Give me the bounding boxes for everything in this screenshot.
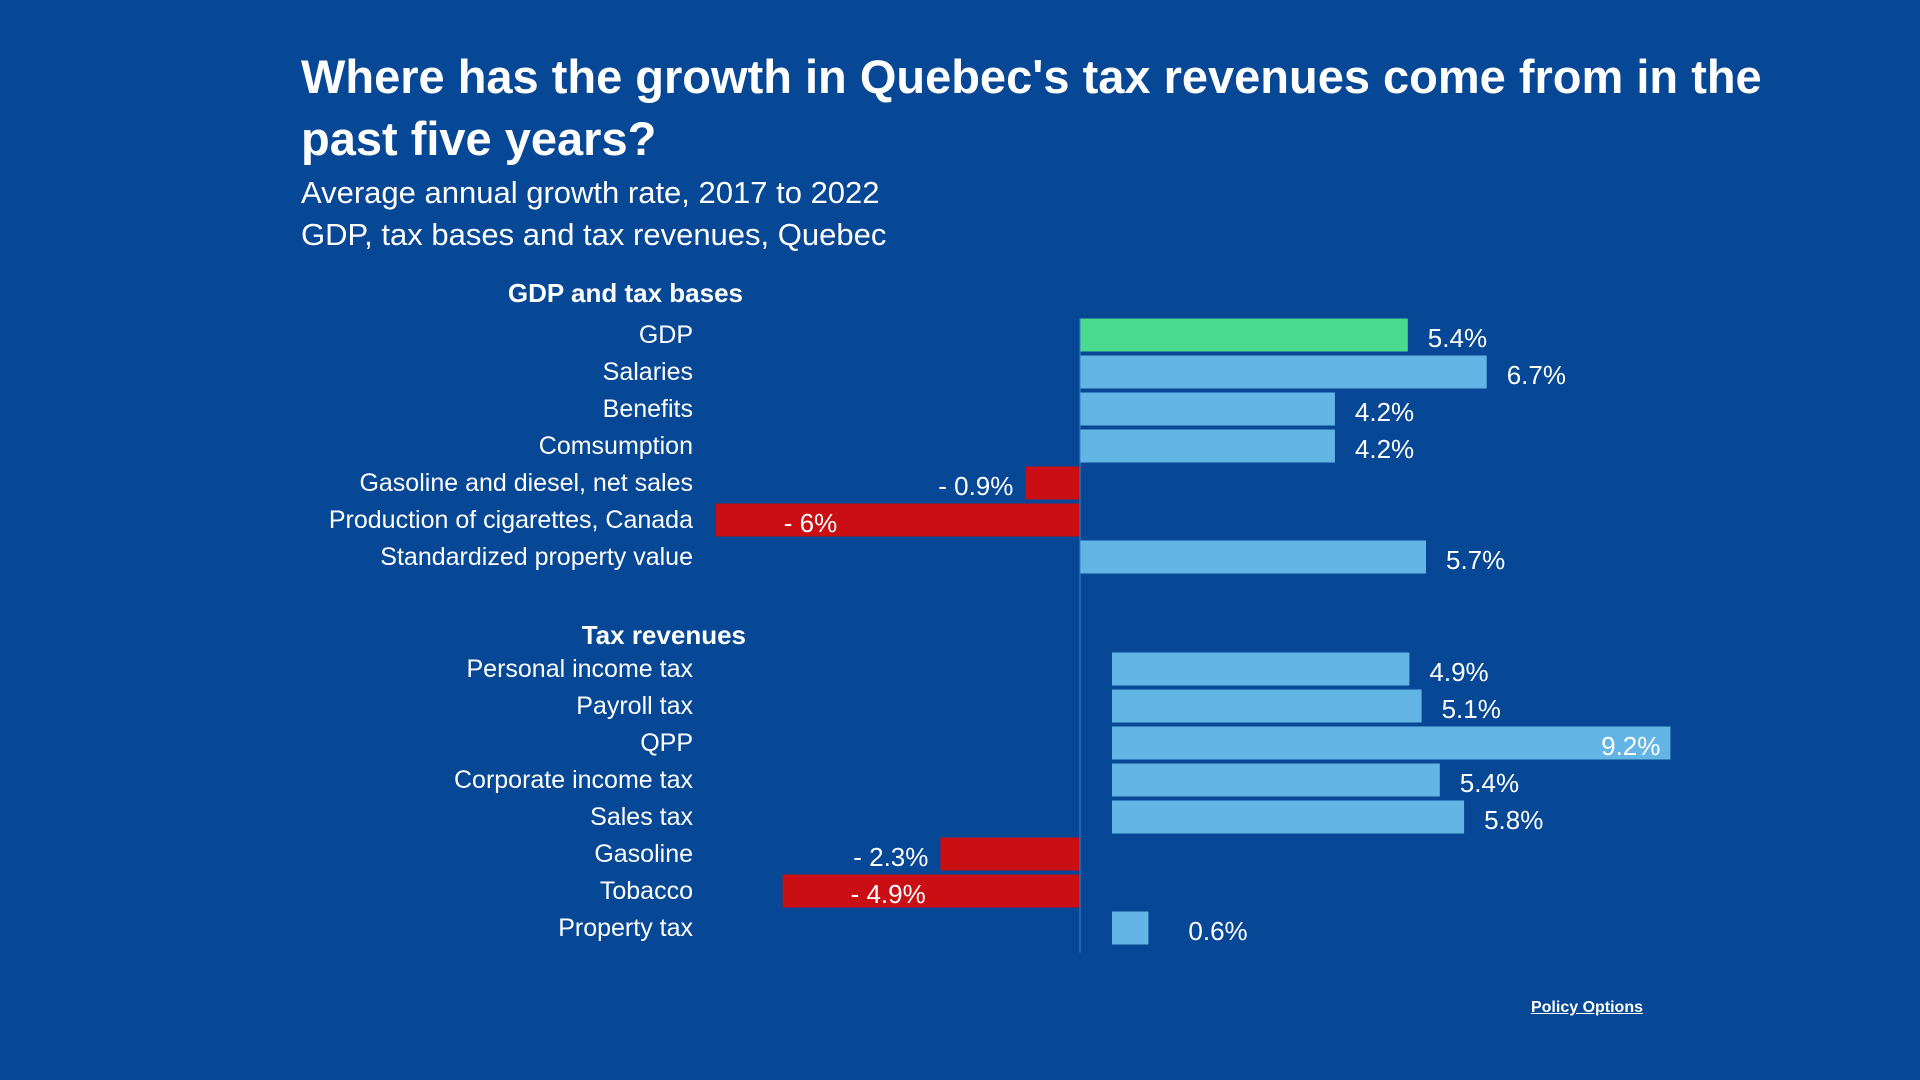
subtitle-line-2: GDP, tax bases and tax revenues, Quebec	[301, 217, 887, 252]
bar	[1080, 392, 1335, 426]
chart-title: Where has the growth in Quebec's tax rev…	[301, 50, 1762, 165]
bar	[715, 503, 1080, 537]
category-label: Personal income tax	[466, 655, 693, 683]
category-label: Benefits	[603, 395, 693, 423]
data-label: 5.4%	[1428, 323, 1487, 353]
data-label: 6.7%	[1507, 360, 1566, 390]
data-label: - 6%	[784, 508, 837, 538]
data-label: 4.2%	[1355, 434, 1414, 464]
data-label: - 0.9%	[938, 471, 1013, 501]
bar	[1112, 726, 1671, 760]
bar	[1025, 466, 1080, 500]
data-label: 9.2%	[1601, 731, 1660, 761]
group-header: GDP and tax bases	[508, 278, 743, 308]
data-label: 5.1%	[1442, 694, 1501, 724]
bar	[1080, 429, 1335, 463]
data-label: 5.8%	[1484, 805, 1543, 835]
data-label: 4.9%	[1429, 657, 1488, 687]
bar	[1112, 911, 1149, 945]
bar	[1112, 652, 1410, 686]
bar	[1112, 800, 1465, 834]
subtitle-line-1: Average annual growth rate, 2017 to 2022	[301, 175, 880, 210]
category-label: Tobacco	[600, 877, 693, 905]
category-label: Gasoline and diesel, net sales	[359, 469, 693, 497]
source-link[interactable]: Policy Options	[1530, 999, 1643, 1016]
bar	[1080, 540, 1426, 574]
bar	[1080, 355, 1487, 389]
bar	[940, 837, 1080, 871]
category-label: Corporate income tax	[454, 766, 694, 794]
data-label: - 2.3%	[853, 842, 928, 872]
chart-subtitle: Average annual growth rate, 2017 to 2022…	[301, 172, 886, 256]
category-label: Property tax	[558, 914, 693, 942]
data-label: 0.6%	[1188, 916, 1247, 946]
category-label: Salaries	[603, 358, 693, 386]
group-header: Tax revenues	[582, 620, 746, 650]
data-label: - 4.9%	[851, 879, 926, 909]
category-label: Payroll tax	[576, 692, 693, 720]
category-label: Production of cigarettes, Canada	[329, 506, 693, 534]
data-label: 5.4%	[1460, 768, 1519, 798]
category-label: Sales tax	[590, 803, 693, 831]
bar	[782, 874, 1080, 908]
category-label: Comsumption	[539, 432, 693, 460]
data-label: 4.2%	[1355, 397, 1414, 427]
category-label: QPP	[640, 729, 693, 757]
category-label: GDP	[639, 321, 693, 349]
bar	[1080, 318, 1408, 352]
category-label: Standardized property value	[380, 543, 693, 571]
category-label: Gasoline	[594, 840, 693, 868]
data-label: 5.7%	[1446, 545, 1505, 575]
bar	[1112, 763, 1440, 797]
bar	[1112, 689, 1422, 723]
